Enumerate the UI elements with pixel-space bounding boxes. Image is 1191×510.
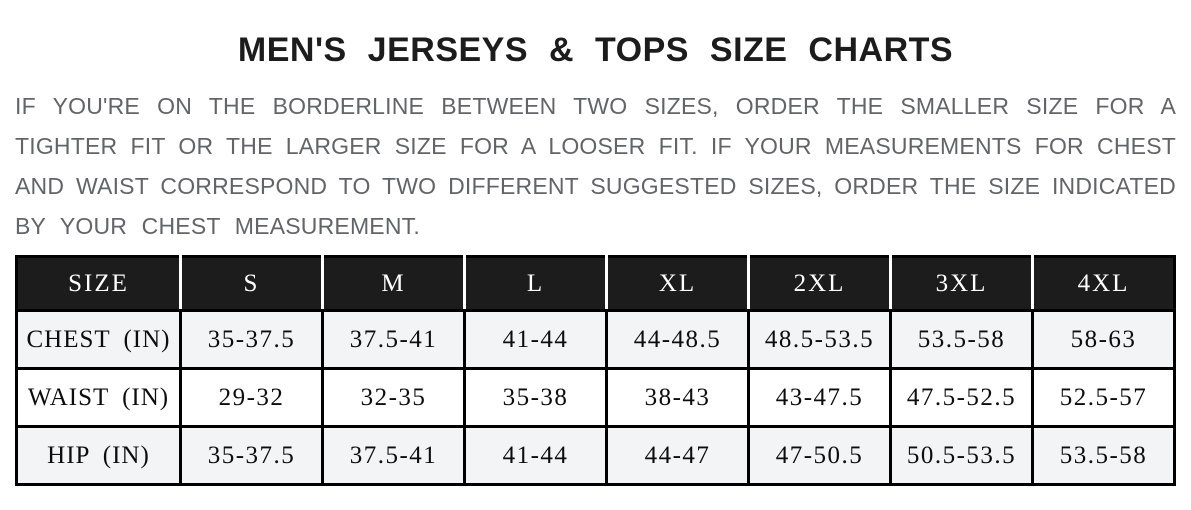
table-cell: 35-38	[463, 367, 608, 428]
intro-paragraph: IF YOU'RE ON THE BORDERLINE BETWEEN TWO …	[15, 86, 1176, 246]
header-cell-xl: XL	[605, 256, 749, 312]
table-cell: 58-63	[1031, 309, 1176, 370]
header-cell-l: L	[463, 256, 607, 312]
table-cell: 47.5-52.5	[889, 367, 1034, 428]
table-cell: 43-47.5	[747, 367, 892, 428]
header-cell-4xl: 4XL	[1031, 256, 1175, 312]
table-cell: 35-37.5	[179, 425, 324, 486]
table-cell: 38-43	[605, 367, 750, 428]
table-cell: 32-35	[321, 367, 466, 428]
page-title: MEN'S JERSEYS & TOPS SIZE CHARTS	[237, 31, 954, 69]
table-cell: 44-48.5	[605, 309, 750, 370]
table-cell: 37.5-41	[321, 309, 466, 370]
intro-line-1: IF YOU'RE ON THE BORDERLINE BETWEEN TWO …	[15, 93, 1176, 119]
table-row-chest: CHEST (IN) 35-37.5 37.5-41 41-44 44-48.5…	[15, 309, 1176, 370]
size-chart-page: MEN'S JERSEYS & TOPS SIZE CHARTS IF YOU'…	[15, 31, 1176, 486]
header-cell-size: SIZE	[16, 256, 181, 312]
table-cell: 47-50.5	[747, 425, 892, 486]
intro-line-3: AND WAIST CORRESPOND TO TWO DIFFERENT SU…	[15, 173, 1176, 199]
header-cell-m: M	[321, 256, 465, 312]
size-chart-table: SIZE S M L XL 2XL 3XL 4XL CHEST (IN) 35-…	[15, 255, 1176, 486]
table-cell: 44-47	[605, 425, 750, 486]
table-cell: 41-44	[463, 425, 608, 486]
intro-line-2: TIGHTER FIT OR THE LARGER SIZE FOR A LOO…	[15, 133, 1176, 159]
table-cell: 50.5-53.5	[889, 425, 1034, 486]
table-row-waist: WAIST (IN) 29-32 32-35 35-38 38-43 43-47…	[15, 367, 1176, 428]
table-cell: 29-32	[179, 367, 324, 428]
table-row-hip: HIP (IN) 35-37.5 37.5-41 41-44 44-47 47-…	[15, 425, 1176, 486]
row-label-hip: HIP (IN)	[15, 425, 182, 486]
intro-line-4: BY YOUR CHEST MEASUREMENT.	[15, 213, 420, 239]
table-cell: 53.5-58	[1031, 425, 1176, 486]
table-cell: 52.5-57	[1031, 367, 1176, 428]
row-label-waist: WAIST (IN)	[15, 367, 182, 428]
table-cell: 37.5-41	[321, 425, 466, 486]
table-cell: 35-37.5	[179, 309, 324, 370]
table-cell: 41-44	[463, 309, 608, 370]
header-cell-2xl: 2XL	[747, 256, 891, 312]
header-cell-3xl: 3XL	[889, 256, 1033, 312]
table-header-row: SIZE S M L XL 2XL 3XL 4XL	[16, 256, 1175, 312]
table-cell: 48.5-53.5	[747, 309, 892, 370]
header-cell-s: S	[179, 256, 323, 312]
row-label-chest: CHEST (IN)	[15, 309, 182, 370]
table-cell: 53.5-58	[889, 309, 1034, 370]
